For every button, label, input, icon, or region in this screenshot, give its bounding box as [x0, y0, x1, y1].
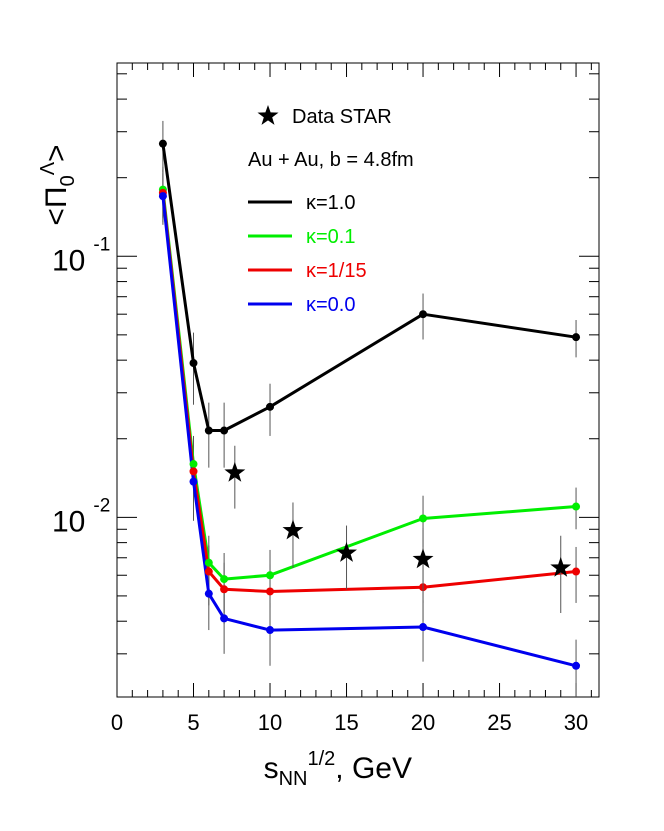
- x-tick-label: 10: [258, 710, 282, 735]
- data-star-point: [412, 548, 434, 569]
- series-point-3: [572, 661, 581, 670]
- series-point-2: [189, 467, 198, 476]
- series-point-0: [204, 426, 213, 435]
- series-points: [158, 139, 581, 670]
- series-point-3: [158, 192, 167, 201]
- plot-frame: [116, 62, 600, 698]
- series-point-1: [189, 460, 198, 469]
- y-tick-labels: 10-1 10-2: [52, 234, 110, 538]
- series-point-0: [220, 426, 229, 435]
- legend: Data STAR Au + Au, b = 4.8fm κ=1.0 κ=0.1 κ…: [248, 105, 414, 316]
- series-point-1: [220, 575, 229, 584]
- series-point-3: [189, 477, 198, 486]
- series-point-3: [419, 623, 428, 632]
- data-star-point: [282, 519, 304, 540]
- series-point-1: [419, 514, 428, 523]
- data-star-point: [550, 556, 572, 577]
- series-point-0: [419, 310, 428, 319]
- series-point-2: [220, 585, 229, 594]
- data-star-point: [224, 461, 246, 482]
- x-tick-label: 15: [334, 710, 358, 735]
- y-tick-label: 10 -2: [52, 495, 110, 538]
- series-point-0: [158, 139, 167, 148]
- series-line-0: [161, 143, 577, 432]
- series-point-1: [204, 558, 213, 567]
- legend-label-1: κ=0.1: [306, 226, 355, 248]
- series-point-0: [266, 402, 275, 411]
- axis-ticks: [116, 63, 599, 697]
- y-axis-label: <Π0Λ>: [37, 144, 79, 225]
- series-point-1: [572, 502, 581, 511]
- series-point-0: [189, 359, 198, 368]
- data-star-point: [336, 542, 357, 562]
- x-tick-label: 25: [487, 710, 511, 735]
- legend-label-2: κ=1/15: [306, 260, 367, 282]
- series-line-2: [161, 192, 577, 593]
- series-line-1: [161, 189, 577, 581]
- y-tick-label: 10 -1: [52, 234, 110, 277]
- legend-label-0: κ=1.0: [306, 192, 355, 214]
- x-tick-label: 5: [187, 710, 199, 735]
- error-bars: [162, 120, 577, 697]
- series-point-3: [204, 589, 213, 598]
- legend-label-3: κ=0.0: [306, 294, 355, 316]
- series-point-3: [266, 626, 275, 635]
- series-point-3: [220, 614, 229, 623]
- series-point-2: [572, 567, 581, 576]
- x-tick-label: 0: [111, 710, 123, 735]
- x-axis-label: sNN1/2, GeV: [264, 748, 412, 790]
- legend-star-marker: [257, 105, 279, 125]
- x-tick-labels: 0 5 10 15 20 25 30: [111, 710, 588, 735]
- series-point-1: [266, 571, 275, 580]
- legend-data-star-label: Data STAR: [292, 106, 392, 128]
- x-tick-label: 30: [564, 710, 588, 735]
- series-point-2: [204, 567, 213, 576]
- x-tick-label: 20: [411, 710, 435, 735]
- series-point-0: [572, 333, 581, 342]
- annotation-collision: Au + Au, b = 4.8fm: [248, 149, 414, 171]
- series-point-2: [266, 587, 275, 596]
- data-star-points: [224, 445, 572, 614]
